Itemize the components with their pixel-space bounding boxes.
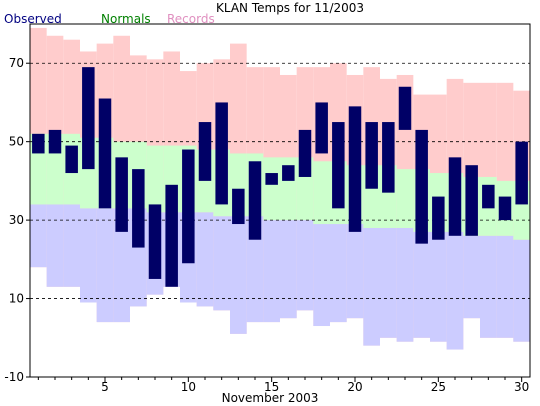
observed-bar-12 <box>215 102 228 205</box>
below-normal-bar-16 <box>280 220 297 319</box>
below-normal-bar-13 <box>230 216 247 334</box>
below-normal-bar-28 <box>480 235 497 338</box>
below-normal-bar-26 <box>446 231 464 350</box>
plot-frame <box>29 23 531 378</box>
below-normal-bar-23 <box>396 227 414 342</box>
y-tick-label-10: 10 <box>9 292 24 306</box>
observed-bar-14 <box>248 161 262 240</box>
observed-bar-17 <box>298 129 312 177</box>
below-normal-bar-18 <box>313 224 330 327</box>
y-tick-label-50: 50 <box>9 135 24 149</box>
below-normal-bar-12 <box>213 216 230 311</box>
below-normal-bar-15 <box>263 220 280 323</box>
y-tick-label-70: 70 <box>9 56 24 70</box>
observed-bar-4 <box>82 67 95 170</box>
observed-bar-26 <box>448 157 462 236</box>
x-tick-label-15: 15 <box>264 380 279 394</box>
below-normal-bar-22 <box>380 227 397 338</box>
observed-bar-22 <box>382 122 395 193</box>
x-tick-label-10: 10 <box>181 380 196 394</box>
below-normal-bar-5 <box>96 208 114 323</box>
observed-bar-13 <box>232 188 245 225</box>
normals-range-bar-18 <box>313 161 330 225</box>
observed-bar-18 <box>315 102 328 154</box>
below-normal-bar-4 <box>80 208 97 303</box>
observed-bar-2 <box>48 129 62 154</box>
legend-records: Records <box>167 12 215 26</box>
observed-bar-16 <box>282 165 295 181</box>
below-normal-bar-1 <box>30 204 47 268</box>
observed-bar-21 <box>365 122 378 189</box>
chart-title: KLAN Temps for 11/2003 <box>216 1 365 15</box>
y-tick-label-30: 30 <box>9 213 24 227</box>
normals-range-bar-8 <box>146 145 164 213</box>
below-normal-bar-14 <box>246 216 264 323</box>
below-normal-bar-30 <box>513 239 530 342</box>
observed-bar-1 <box>32 133 45 154</box>
legend-normals: Normals <box>101 12 151 26</box>
below-normal-bar-21 <box>363 227 380 346</box>
below-normal-bar-2 <box>46 204 64 287</box>
observed-bar-27 <box>465 165 478 236</box>
normals-range-bar-15 <box>263 157 280 221</box>
observed-bar-23 <box>398 86 412 130</box>
below-normal-bar-27 <box>463 235 480 319</box>
below-normal-bar-19 <box>330 224 347 323</box>
observed-bar-20 <box>348 106 362 232</box>
below-normal-bar-20 <box>346 224 364 319</box>
observed-bar-10 <box>182 149 195 264</box>
x-tick-label-25: 25 <box>431 380 446 394</box>
observed-bar-5 <box>98 98 112 209</box>
below-normal-bar-17 <box>296 220 314 311</box>
below-normal-bar-11 <box>196 212 214 307</box>
y-tick-label--10: -10 <box>4 370 24 384</box>
below-normal-bar-24 <box>413 231 430 338</box>
observed-bar-15 <box>265 173 278 185</box>
legend-observed: Observed <box>4 12 62 26</box>
observed-bar-30 <box>515 141 528 205</box>
normals-range-bar-23 <box>396 169 414 228</box>
observed-bar-8 <box>148 204 162 279</box>
observed-bar-6 <box>115 157 128 232</box>
observed-bar-24 <box>415 129 428 244</box>
observed-bar-7 <box>132 169 145 248</box>
x-tick-label-30: 30 <box>514 380 529 394</box>
below-normal-bar-3 <box>63 204 80 287</box>
x-axis-label: November 2003 <box>221 391 319 405</box>
x-tick-label-5: 5 <box>101 380 109 394</box>
x-tick-label-20: 20 <box>347 380 362 394</box>
observed-bar-28 <box>482 184 495 209</box>
observed-bar-9 <box>165 184 178 287</box>
observed-bar-29 <box>498 196 512 221</box>
observed-bar-25 <box>432 196 445 240</box>
observed-bar-19 <box>332 122 345 209</box>
below-normal-bar-6 <box>113 208 130 323</box>
observed-bar-3 <box>65 145 78 174</box>
observed-bar-11 <box>198 122 212 181</box>
below-normal-bar-29 <box>496 235 514 338</box>
below-normal-bar-25 <box>430 231 447 342</box>
